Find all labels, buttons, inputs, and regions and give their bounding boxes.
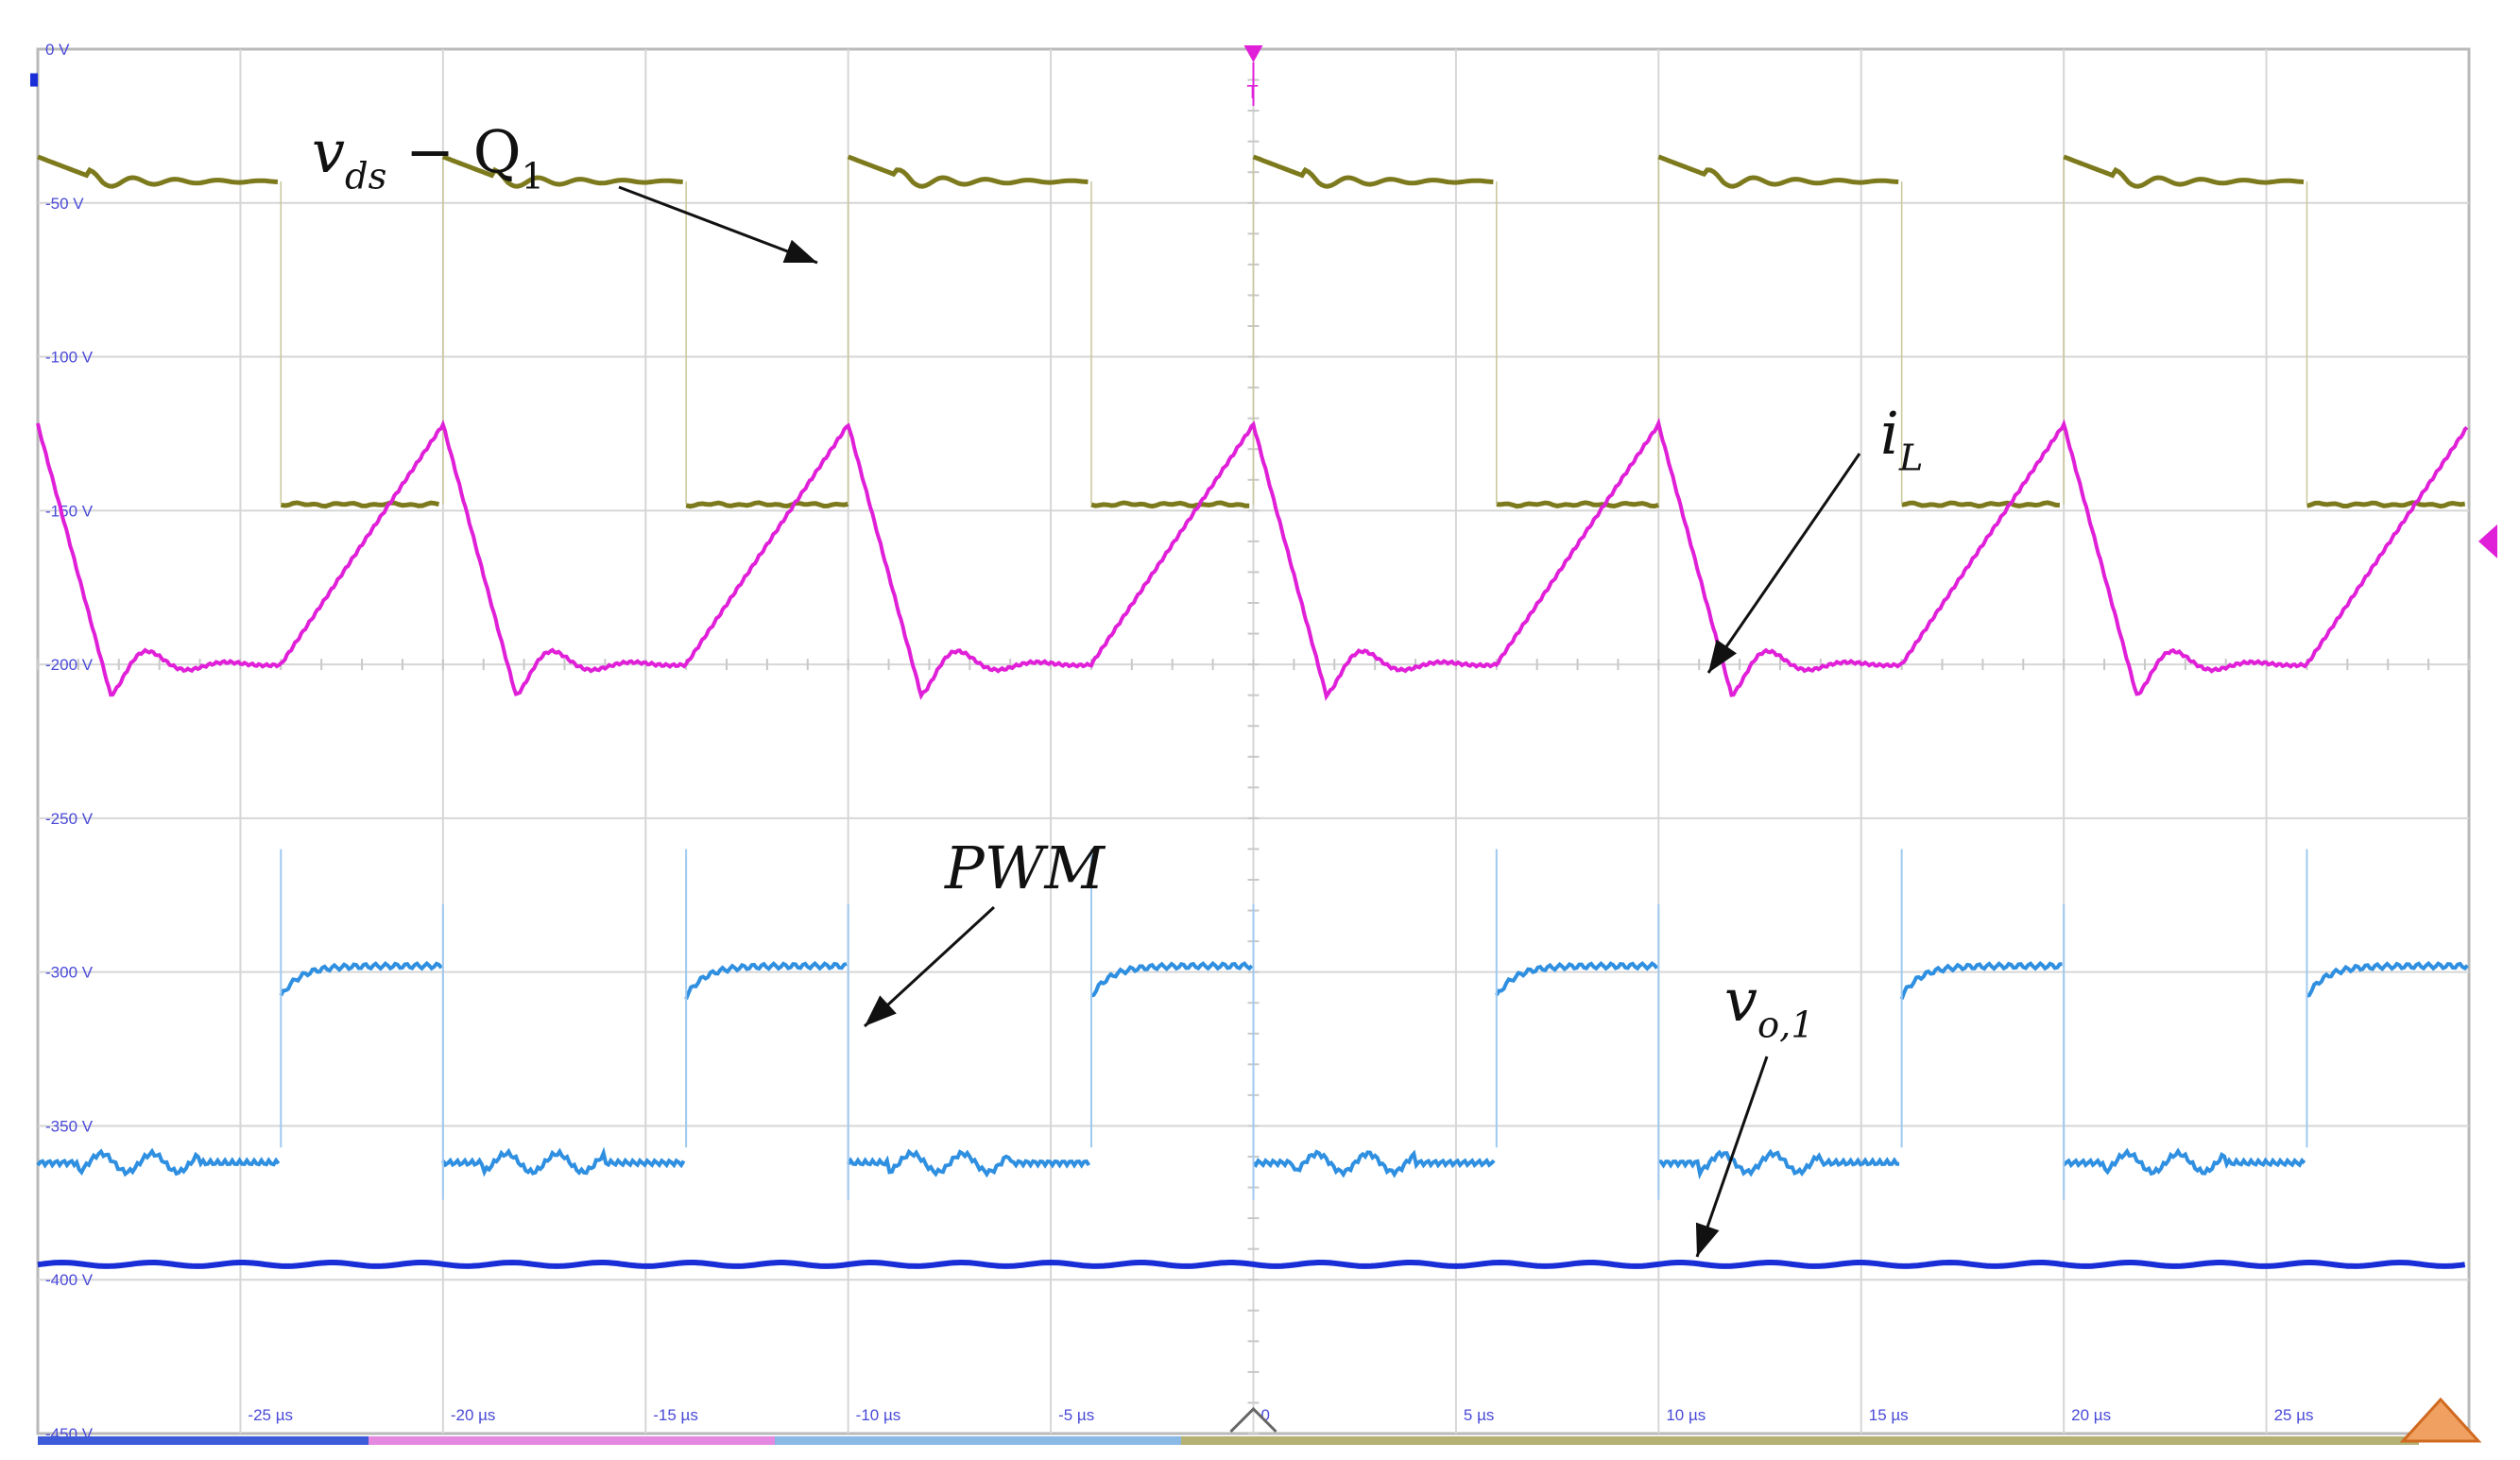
vds-on-segment [2306,500,2466,509]
annotation-pwm: PWM [944,833,1106,902]
markers: T [30,45,2497,1434]
arrow-pwm-head [865,995,897,1026]
vds-off-segment [37,154,279,189]
pwm-low-segment [441,1146,686,1177]
x-tick-label: -20 µs [451,1406,496,1424]
arrow-il [1706,453,1861,674]
vds-off-segment [2063,154,2305,189]
x-tick-label: -10 µs [856,1406,901,1424]
y-tick-label: -50 V [45,195,84,213]
center-marker [1229,1406,1277,1434]
annotation-il: iL [1880,399,1923,479]
annotation-vo1: vo,1 [1724,966,1814,1046]
pwm-high-segment [2306,960,2469,998]
level-marker [2478,524,2497,558]
pwm-low-segment [1252,1149,1496,1178]
arrow-vo1 [1695,1056,1769,1258]
vds-off-segment [847,154,1089,189]
y-tick-label: 0 V [45,41,70,59]
channel-bar-segment [775,1436,1181,1445]
vds-on-segment [1496,500,1659,509]
vds-on-segment [280,500,440,509]
pwm-low-segment [847,1148,1091,1178]
channel-bar-segment [1181,1436,2419,1445]
arrow-vo1-head [1695,1222,1720,1257]
traces [36,154,2469,1269]
x-tick-label: 25 µs [2274,1406,2314,1424]
y-tick-label: -250 V [45,810,94,828]
channel-color-bar [38,1397,2482,1445]
x-tick-label: -25 µs [248,1406,293,1424]
il-trace [36,417,2469,701]
corner-logo [2399,1397,2482,1443]
pwm-high-segment [684,960,848,1001]
pwm-low-segment [1658,1148,1900,1180]
vds-off-segment [1252,154,1494,189]
channel-bar-segment [369,1436,775,1445]
vds-off-segment [441,154,683,189]
pwm-high-segment [1495,960,1659,997]
annotation-vds-q1: vds − Q1 [312,117,544,198]
x-tick-label: 10 µs [1666,1406,1706,1424]
arrow-il-head [1708,639,1738,673]
pwm-high-segment [1090,960,1254,998]
x-tick-label: 15 µs [1869,1406,1909,1424]
x-tick-label: 0 [1261,1406,1270,1424]
y-tick-label: -300 V [45,964,94,982]
x-tick-label: 20 µs [2071,1406,2111,1424]
pwm-low-segment [2062,1147,2306,1177]
pwm-low-segment [36,1147,281,1177]
channel-bar-segment [38,1436,369,1445]
trigger-marker [1243,45,1263,62]
y-tick-label: -200 V [45,656,94,674]
x-tick-label: 5 µs [1464,1406,1494,1424]
x-tick-label: -15 µs [653,1406,698,1424]
ground-marker [30,73,38,87]
y-tick-label: -100 V [45,349,94,367]
vo1-trace [37,1259,2466,1269]
pwm-high-segment [279,960,443,997]
vds-on-segment [1090,500,1250,509]
vds-on-segment [685,500,849,509]
annotations: vds − Q1 iL PWM vo,1 [312,117,1923,1258]
x-tick-labels: -25 µs -20 µs -15 µs -10 µs -5 µs 0 5 µs 10 µs 1… [248,1406,2313,1424]
vds-on-segment [1901,500,2061,509]
y-tick-labels: 0 V -50 V -100 V -150 V -200 V -250 V -300 V -3… [45,41,94,1443]
pwm-high-segment [1899,960,2063,1001]
y-tick-label: -350 V [45,1117,94,1135]
x-tick-label: -5 µs [1058,1406,1094,1424]
arrow-vds [618,185,818,265]
y-tick-label: -400 V [45,1271,94,1289]
vds-off-segment [1657,154,1899,189]
arrow-vds-head [782,239,817,264]
y-tick-label: -150 V [45,502,94,520]
